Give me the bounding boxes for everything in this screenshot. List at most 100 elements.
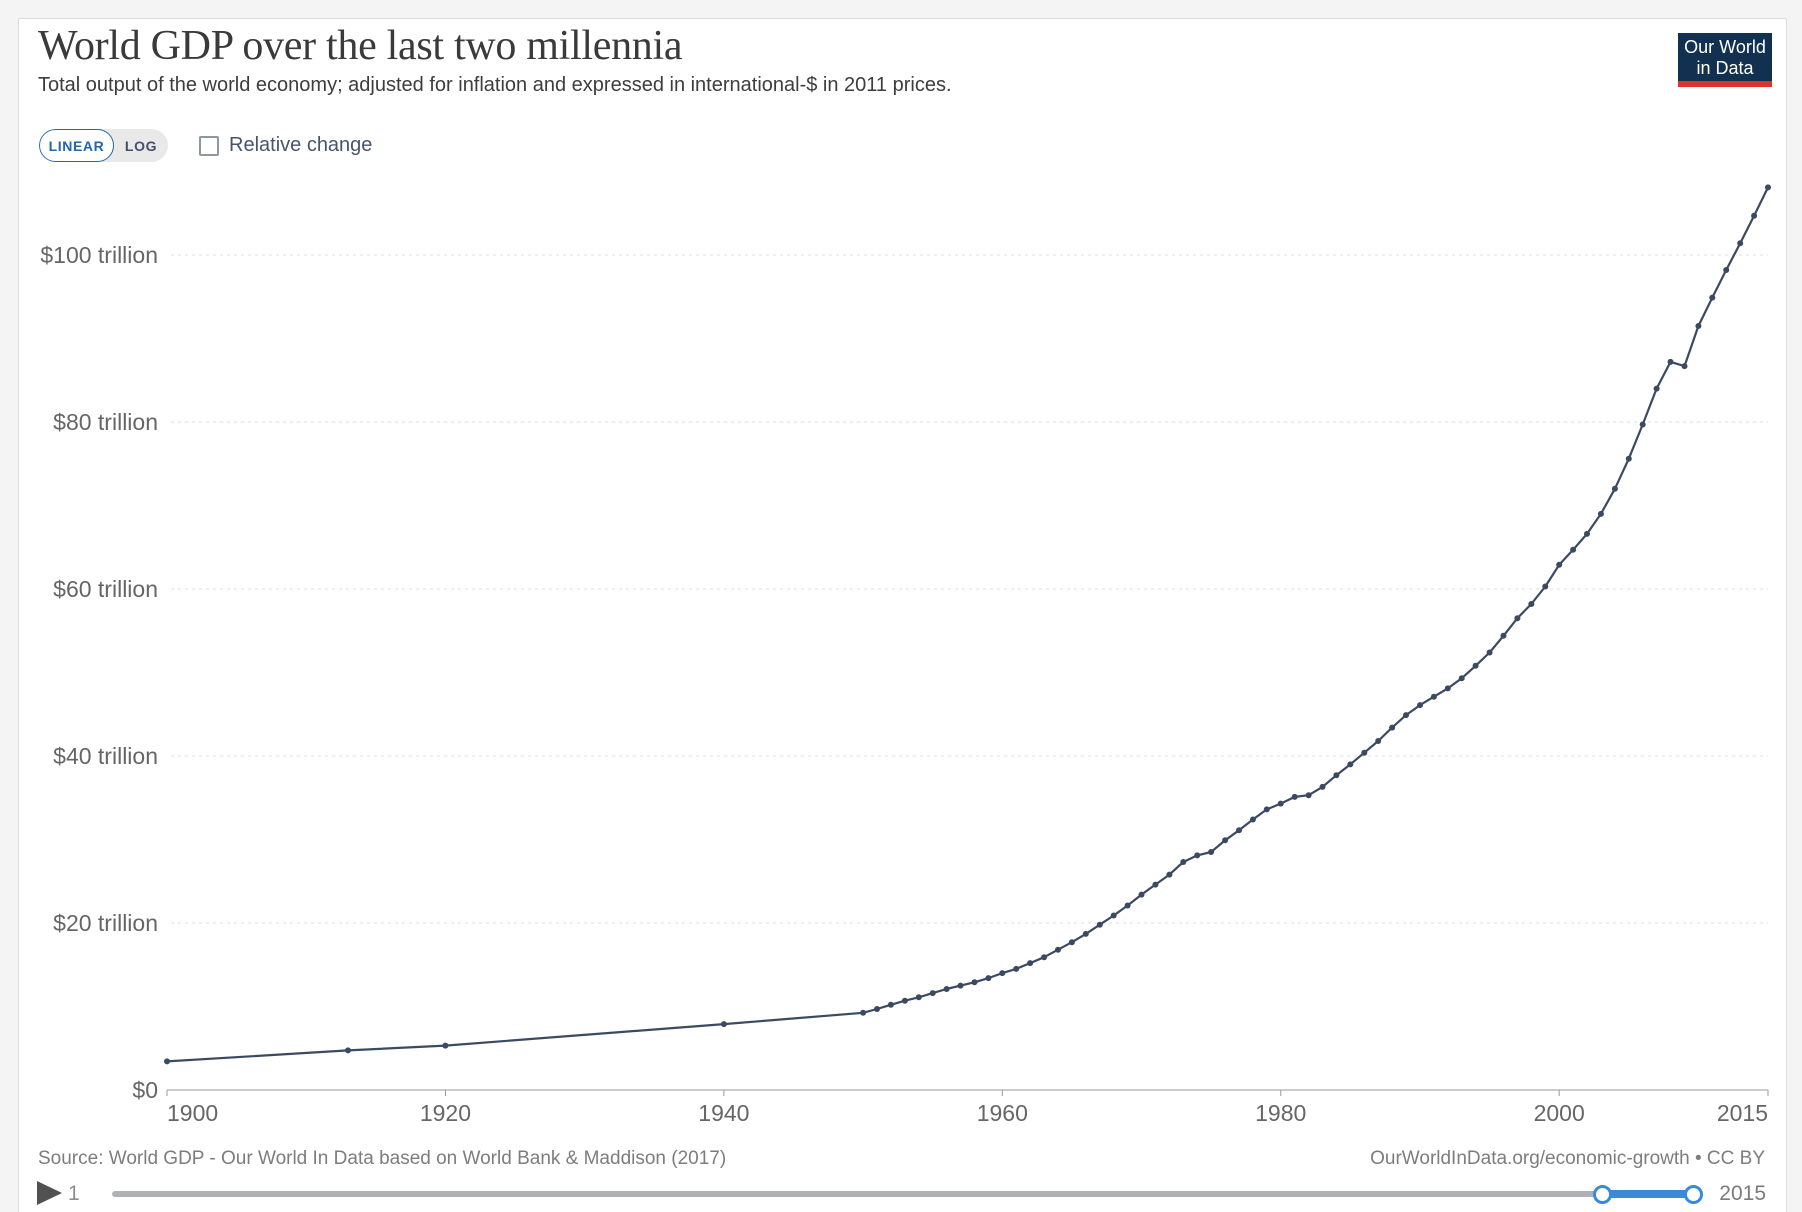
owid-logo-red-bar [1678,81,1772,87]
data-point-marker [971,979,978,986]
relative-change-control: Relative change [199,134,372,157]
data-point-marker [1361,749,1368,756]
data-point-marker [1611,485,1618,492]
license-note: OurWorldInData.org/economic-growth • CC … [1370,1148,1765,1169]
data-point-marker [1751,212,1758,219]
data-point-marker [442,1042,449,1049]
data-point-marker [1695,323,1702,329]
timeline-start-year: 1 [68,1182,80,1205]
data-point-marker [1333,772,1340,779]
data-point-marker [1556,561,1563,568]
x-axis-label: 2000 [1534,1100,1585,1126]
timeline-start-handle[interactable] [1593,1185,1613,1204]
chart-subtitle: Total output of the world economy; adjus… [38,74,952,96]
data-point-marker [1765,184,1771,191]
data-point-marker [1737,240,1744,247]
data-point-marker [1319,783,1326,790]
timeline-end-year: 2015 [1719,1182,1766,1205]
data-point-marker [1263,806,1270,813]
data-point-marker [1458,675,1465,682]
data-point-marker [1096,921,1103,928]
data-point-marker [1249,816,1256,823]
data-point-marker [1514,615,1521,622]
data-point-marker [1013,965,1020,972]
x-axis-label: 2015 [1717,1100,1768,1126]
y-axis-label: $40 trillion [53,743,158,769]
data-point-marker [1347,761,1354,768]
data-point-marker [1723,267,1730,273]
timeline-selected-range[interactable] [1602,1190,1693,1198]
data-point-marker [1068,939,1075,946]
data-point-marker [1430,693,1437,700]
x-axis-label: 1940 [698,1100,749,1126]
y-axis-label: $0 [132,1077,158,1103]
data-point-marker [1528,601,1535,607]
data-point-marker [1486,649,1493,656]
data-point-marker [929,990,936,997]
data-point-marker [1472,662,1479,669]
data-point-marker [1639,421,1646,428]
data-point-marker [985,975,992,982]
data-point-marker [1597,510,1604,517]
chart-card [18,18,1787,1212]
data-point-marker [957,982,964,989]
y-axis-label: $60 trillion [53,576,158,602]
timeline-track[interactable] [112,1191,1693,1197]
data-point-marker [1584,530,1590,537]
data-point-marker [1110,912,1117,919]
data-point-marker [1082,930,1089,937]
data-point-marker [1375,738,1382,744]
data-point-marker [1417,702,1423,709]
data-point-marker [1041,954,1048,961]
x-axis-label: 1920 [420,1100,471,1126]
source-note: Source: World GDP - Our World In Data ba… [38,1148,727,1169]
data-point-marker [1027,960,1034,967]
data-point-marker [1305,792,1312,799]
data-point-marker [1653,385,1660,392]
owid-logo[interactable]: Our World in Data [1678,33,1772,87]
data-point-marker [1681,363,1688,370]
data-point-marker [1625,455,1632,462]
x-axis-label: 1980 [1255,1100,1306,1126]
page-title: World GDP over the last two millennia [38,23,683,69]
x-axis-label: 1900 [167,1100,218,1126]
data-point-marker [943,986,950,992]
data-point-marker [1194,852,1201,859]
data-point-marker [901,997,908,1004]
data-point-marker [1166,871,1173,878]
data-point-marker [1709,294,1716,301]
data-point-marker [999,970,1006,977]
data-point-marker [1138,891,1145,898]
data-point-marker [860,1009,867,1016]
data-point-marker [1542,583,1549,590]
timeline-end-handle[interactable] [1683,1185,1703,1204]
owid-logo-text: Our World in Data [1684,37,1766,78]
data-point-marker [1389,724,1396,731]
data-point-marker [1208,849,1215,855]
data-point-marker [887,1001,894,1008]
data-point-marker [1124,902,1131,909]
data-point-marker [1236,827,1242,834]
data-point-marker [915,994,922,1001]
log-scale-button[interactable]: LOG [124,137,158,154]
data-point-marker [720,1021,727,1028]
play-button[interactable] [37,1181,62,1205]
y-axis-label: $100 trillion [40,242,158,268]
data-point-marker [1180,859,1187,865]
linear-scale-button[interactable]: LINEAR [39,129,114,162]
data-point-marker [1444,685,1451,692]
data-point-marker [1055,946,1061,953]
data-point-marker [1222,837,1229,844]
relative-change-checkbox[interactable] [199,135,219,156]
gdp-line [166,186,1769,1063]
data-point-marker [1667,358,1674,365]
data-point-marker [1152,881,1159,888]
x-axis-label: 1960 [977,1100,1028,1126]
data-point-marker [164,1058,170,1065]
data-point-marker [1277,800,1284,807]
scale-controls: LINEAR LOG Relative change [39,129,372,162]
data-point-marker [1570,546,1577,553]
data-point-marker [1500,632,1507,639]
